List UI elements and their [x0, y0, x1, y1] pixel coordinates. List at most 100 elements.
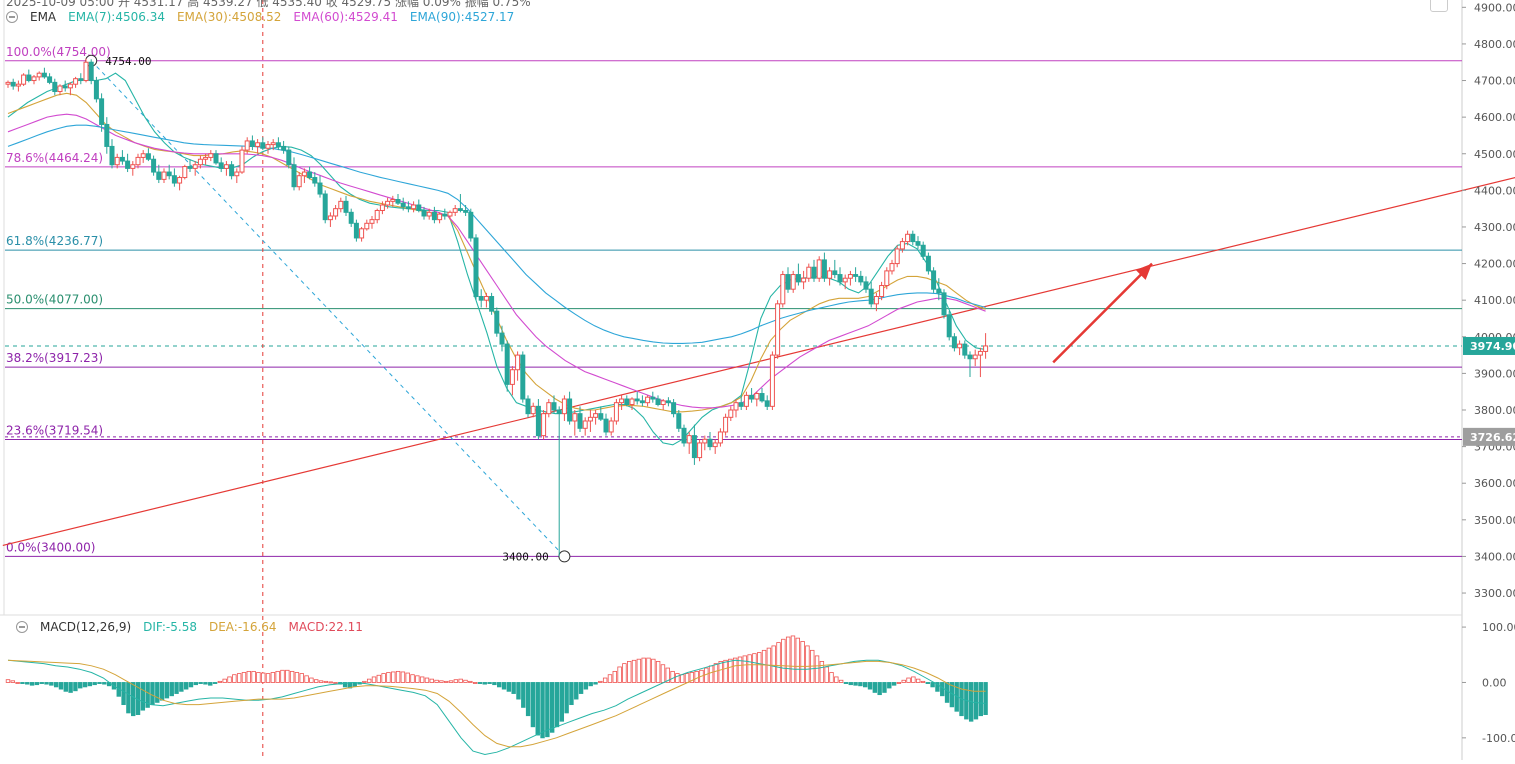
ohlc-header: 2025-10-09 05:00 开 4531.17 高 4539.27 低 4… [6, 0, 531, 10]
candle-body [650, 396, 656, 400]
macd-histogram-bar [179, 682, 184, 692]
macd-histogram-bar [212, 682, 218, 684]
candle-body [286, 149, 292, 166]
macd-histogram-bar [280, 669, 285, 683]
candle-body [681, 427, 687, 444]
macd-value-0: DIF:-5.58 [143, 620, 197, 634]
macd-histogram-bar [877, 682, 882, 696]
macd-histogram-bar [631, 659, 637, 683]
macd-histogram-bar [718, 661, 723, 683]
fib-level-label: 38.2%(3917.23) [6, 351, 103, 365]
macd-histogram-bar [261, 672, 266, 683]
macd-histogram-bar [617, 666, 622, 683]
macd-histogram-bar [627, 661, 632, 683]
macd-histogram-bar [49, 682, 54, 686]
candle-body [842, 277, 848, 283]
candle-body [156, 171, 162, 180]
collapse-icon[interactable] [6, 11, 18, 23]
candle-body [114, 156, 120, 166]
macd-histogram-bar [275, 670, 280, 683]
y-tick-label: 4300.00 [1474, 221, 1515, 234]
macd-histogram-bar [901, 679, 906, 683]
candle-body [489, 296, 495, 312]
candle-body [972, 354, 978, 360]
candle-body [5, 81, 11, 85]
candle-body [884, 270, 890, 287]
ema-value-0: EMA(7):4506.34 [68, 10, 165, 24]
macd-histogram-bar [376, 674, 382, 683]
macd-histogram-bar [935, 682, 940, 692]
candle-body [260, 142, 266, 149]
candle-body [691, 435, 697, 459]
candle-body [775, 303, 781, 356]
candle-body [837, 274, 843, 283]
candle-body [431, 211, 437, 221]
macd-histogram-bar [241, 672, 247, 683]
macd-histogram-bar [713, 663, 719, 683]
candle-body [411, 204, 417, 210]
candle-body [426, 211, 432, 217]
candle-body [270, 142, 276, 146]
panel-toggle-button[interactable] [1430, 0, 1448, 12]
macd-histogram-bar [304, 675, 309, 683]
candle-body [374, 209, 380, 221]
macd-dea-line [7, 659, 986, 748]
macd-histogram-bar [501, 682, 507, 690]
candle-body [307, 171, 313, 179]
macd-histogram-bar [453, 679, 459, 683]
ema60-line [7, 113, 986, 409]
macd-histogram-bar [506, 682, 512, 692]
macd-histogram-bar [670, 670, 675, 683]
macd-histogram-bar [482, 682, 487, 685]
candle-body [941, 292, 947, 316]
candle-body [754, 393, 760, 400]
candle-body [135, 156, 141, 166]
macd-histogram-bar [400, 671, 406, 683]
candle-body [686, 435, 692, 444]
candle-body [26, 74, 32, 82]
candle-body [967, 354, 973, 360]
macd-histogram-bar [540, 682, 545, 739]
candle-body [203, 156, 209, 160]
macd-histogram-bar [198, 682, 203, 684]
macd-layer [5, 635, 988, 756]
candle-body [359, 228, 365, 239]
collapse-icon[interactable] [16, 621, 28, 633]
macd-histogram-bar [752, 653, 757, 683]
candle-body [457, 208, 463, 211]
candle-body [130, 164, 136, 169]
candle-body [551, 402, 557, 411]
macd-histogram-bar [391, 671, 396, 683]
macd-histogram-bar [217, 680, 223, 683]
macd-tick-label: 0.00 [1482, 676, 1507, 689]
candle-body [910, 233, 916, 243]
macd-histogram-bar [925, 682, 931, 684]
candle-body [244, 140, 250, 151]
macd-histogram-bar [655, 661, 661, 683]
candle-body [421, 209, 427, 217]
fib-level-label: 78.6%(4464.24) [6, 151, 103, 165]
candle-body [899, 241, 905, 250]
candle-body [801, 277, 807, 283]
candle-body [291, 164, 297, 188]
macd-histogram-bar [800, 641, 805, 683]
macd-histogram-bar [15, 682, 20, 684]
macd-histogram-bar [588, 682, 593, 687]
macd-histogram-bar [891, 682, 897, 686]
macd-histogram-bar [323, 680, 329, 683]
macd-histogram-bar [583, 682, 589, 690]
ema-legend: EMA EMA(7):4506.34 EMA(30):4508.52 EMA(60)… [6, 10, 514, 24]
ema-title: EMA [30, 10, 57, 24]
macd-histogram-bar [232, 674, 237, 683]
macd-histogram-bar [439, 680, 444, 683]
candle-body [218, 162, 224, 169]
macd-histogram-bar [872, 682, 878, 693]
macd-histogram-bar [155, 682, 160, 703]
candle-body [57, 85, 63, 93]
candle-body [400, 202, 406, 208]
candle-body [348, 211, 354, 224]
macd-histogram-bar [20, 682, 25, 684]
candle-body [197, 158, 203, 166]
